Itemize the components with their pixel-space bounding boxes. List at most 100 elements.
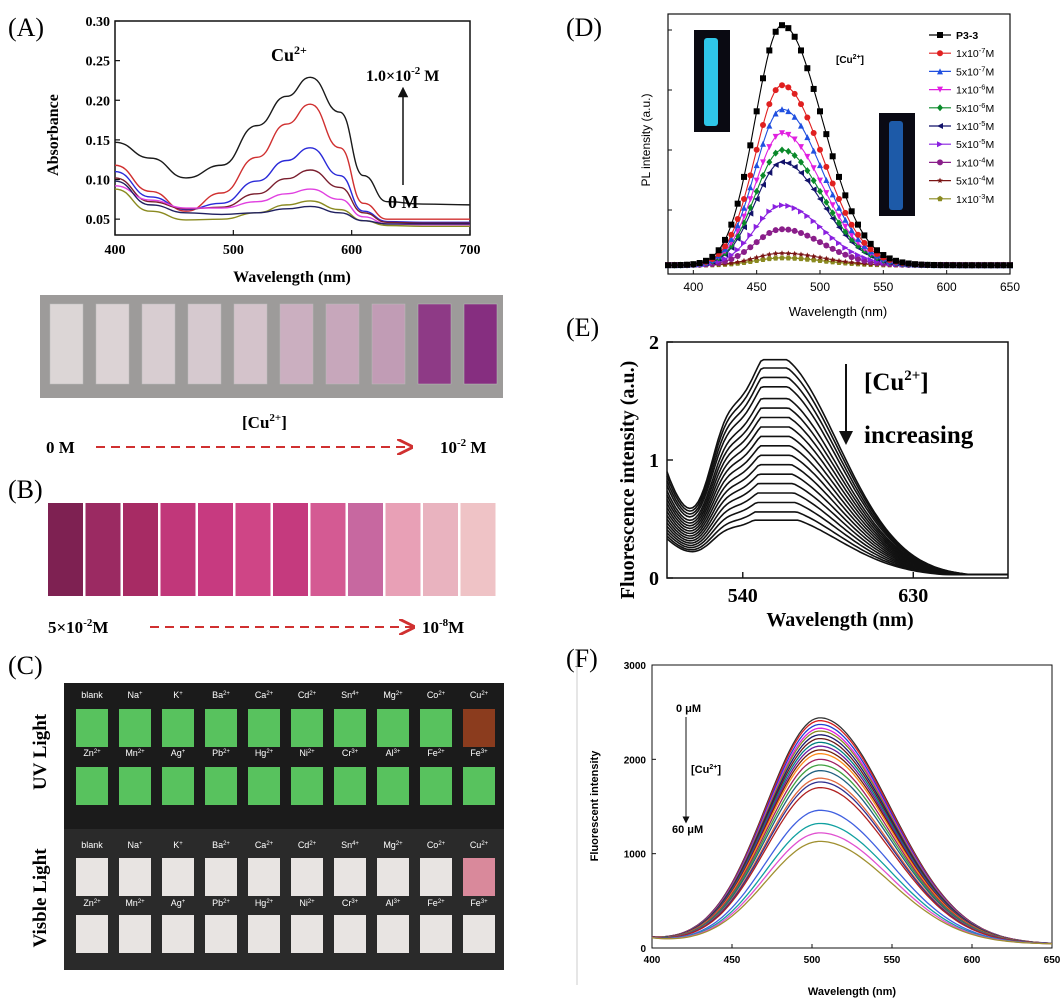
panel-e-series [666, 358, 1008, 576]
panel-c-uv-label: UV Light [30, 713, 51, 790]
panel-d-marker [766, 169, 773, 176]
panel-d-marker [829, 245, 836, 252]
panel-d-marker [810, 235, 817, 242]
panel-c-sample-visible-na-r1 [119, 858, 151, 896]
panel-c-sample-uv-cr-r2 [334, 767, 366, 805]
panel-a-strip-7 [325, 303, 360, 385]
panel-d-marker [829, 153, 836, 160]
panel-d-marker [791, 136, 798, 143]
panel-d-marker [760, 122, 766, 129]
panel-c-ion-label: Mn2+ [125, 898, 145, 908]
panel-c-ion-label: Co2+ [427, 690, 446, 700]
panel-d-marker [772, 161, 779, 168]
panel-d-marker [772, 250, 779, 256]
panel-b-strips [48, 503, 496, 596]
panel-d-legend-label-2: 1x10-7M [956, 46, 994, 60]
panel-d-marker [988, 262, 994, 269]
panel-d-marker [760, 181, 766, 188]
panel-f-xtick-label: 550 [884, 955, 901, 966]
panel-c-sample-visible-k-r1 [162, 858, 194, 896]
panel-b-strip-3 [123, 503, 158, 596]
panel-f-xtick-label: 650 [1044, 955, 1061, 966]
panel-d-marker [766, 158, 773, 166]
panel-d-legend-label-7: 5x10-5M [956, 137, 994, 151]
panel-d-marker [817, 239, 823, 246]
panel-d-marker [785, 226, 792, 233]
panel-d-marker [861, 232, 868, 239]
panel-d-marker [937, 141, 943, 148]
panel-d-marker [874, 247, 880, 254]
panel-a-series [114, 76, 471, 227]
panel-d-marker [829, 191, 836, 198]
panel-d-marker [760, 140, 766, 147]
panel-d-marker [848, 227, 855, 234]
panel-d-marker [741, 248, 747, 255]
panel-c-ion-label: Sn4+ [341, 690, 359, 700]
panel-d-marker [722, 236, 728, 243]
panel-c-sample-uv-k-r1 [162, 709, 194, 747]
panel-d-marker [804, 256, 811, 262]
panel-d-marker [836, 219, 842, 227]
panel-d-xtick-label: 500 [810, 280, 830, 294]
panel-d-marker [772, 255, 779, 261]
panel-d-marker [829, 180, 836, 187]
panel-d-marker [747, 232, 754, 239]
panel-d-marker [747, 210, 754, 217]
panel-d-marker [848, 221, 855, 228]
panel-d-marker [861, 239, 868, 246]
panel-d-legend-label-4: 1x10-6M [956, 83, 994, 97]
panel-d-marker [823, 198, 830, 206]
panel-c-ion-label: Sn4+ [341, 840, 359, 850]
panel-a-xtick-label: 600 [341, 243, 362, 258]
panel-f-letter: (F) [566, 644, 598, 673]
panel-e-ytick-label: 0 [649, 568, 659, 590]
panel-c-ion-label: Ca2+ [255, 690, 274, 700]
panel-d-marker [836, 195, 842, 202]
panel-a-strip-10 [463, 303, 498, 385]
panel-d-marker [741, 257, 747, 264]
panel-d-marker [798, 101, 804, 108]
panel-c-ion-label: Zn2+ [83, 748, 101, 758]
panel-d-marker [848, 259, 855, 265]
panel-d-legend-label-5: 5x10-6M [956, 101, 994, 115]
panel-d-marker [994, 262, 1001, 269]
panel-d-marker [785, 84, 792, 91]
panel-d-marker [772, 133, 779, 140]
panel-d-marker [905, 260, 912, 267]
panel-d-marker [747, 244, 754, 251]
panel-d-xtick-label: 600 [937, 280, 957, 294]
panel-d-marker [867, 240, 874, 247]
panel-c-sample-visible-cu-r1 [463, 858, 495, 896]
panel-d-marker [804, 167, 811, 175]
panel-d-marker [804, 212, 811, 219]
panel-c-ion-label: Na+ [127, 690, 143, 700]
panel-d-marker [753, 223, 760, 230]
panel-b-strip-12 [460, 503, 496, 596]
panel-a-series-line-1 [114, 76, 471, 206]
panel-d-marker [798, 47, 804, 54]
panel-e-series-line-17 [666, 511, 1008, 576]
panel-f-ytick-label: 2000 [624, 755, 647, 766]
panel-f-series-line-17 [651, 786, 1053, 945]
panel-c-ion-label: Mg2+ [383, 690, 403, 700]
panel-f-xlabel: Wavelength (nm) [808, 986, 897, 998]
panel-d-marker [817, 187, 823, 195]
panel-d-marker [741, 213, 747, 220]
panel-f-annot-mid: [Cu2+] [691, 764, 721, 776]
panel-d-marker [766, 101, 773, 108]
panel-d-marker [734, 216, 741, 223]
panel-d-marker [760, 171, 766, 179]
panel-c: (C) UV Light Visble Light blank Na+ K+ Ba2+… [8, 651, 504, 970]
panel-d-marker [690, 261, 697, 268]
panel-d-marker [722, 243, 728, 250]
panel-e-xlabel: Wavelength (nm) [766, 609, 913, 631]
panel-d-marker [798, 208, 804, 215]
panel-a-series-line-2 [114, 103, 470, 220]
panel-c-ion-label: Cd2+ [298, 690, 317, 700]
panel-d-marker [766, 229, 773, 236]
panel-d-marker [722, 255, 728, 262]
panel-d-marker [950, 262, 956, 269]
panel-d-marker [836, 240, 842, 247]
panel-a-strip-2 [95, 303, 130, 385]
